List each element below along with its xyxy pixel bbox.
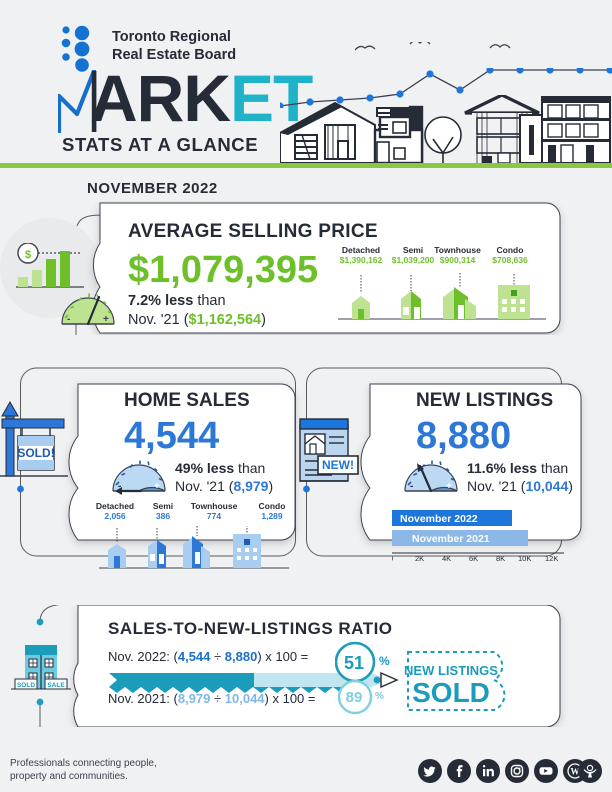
svg-text:November 2021: November 2021 [412,533,490,545]
svg-text:51: 51 [344,653,364,673]
svg-text:+: + [446,481,452,492]
svg-text:-: - [67,314,70,325]
svg-text:12K: 12K [545,554,558,562]
svg-text:4K: 4K [442,554,451,562]
svg-text:+: + [103,314,109,325]
svg-text:SOLD: SOLD [412,677,490,708]
svg-text:%: % [379,654,390,668]
svg-text:8K: 8K [496,554,505,562]
svg-text:November 2022: November 2022 [400,513,478,525]
svg-text:2K: 2K [415,554,424,562]
svg-text:-: - [410,481,413,492]
svg-text:0: 0 [392,554,393,562]
svg-text:%: % [375,691,384,702]
svg-text:89: 89 [346,689,363,706]
svg-text:10K: 10K [518,554,531,562]
svg-text:6K: 6K [469,554,478,562]
svg-text:NEW LISTINGS: NEW LISTINGS [404,663,498,678]
